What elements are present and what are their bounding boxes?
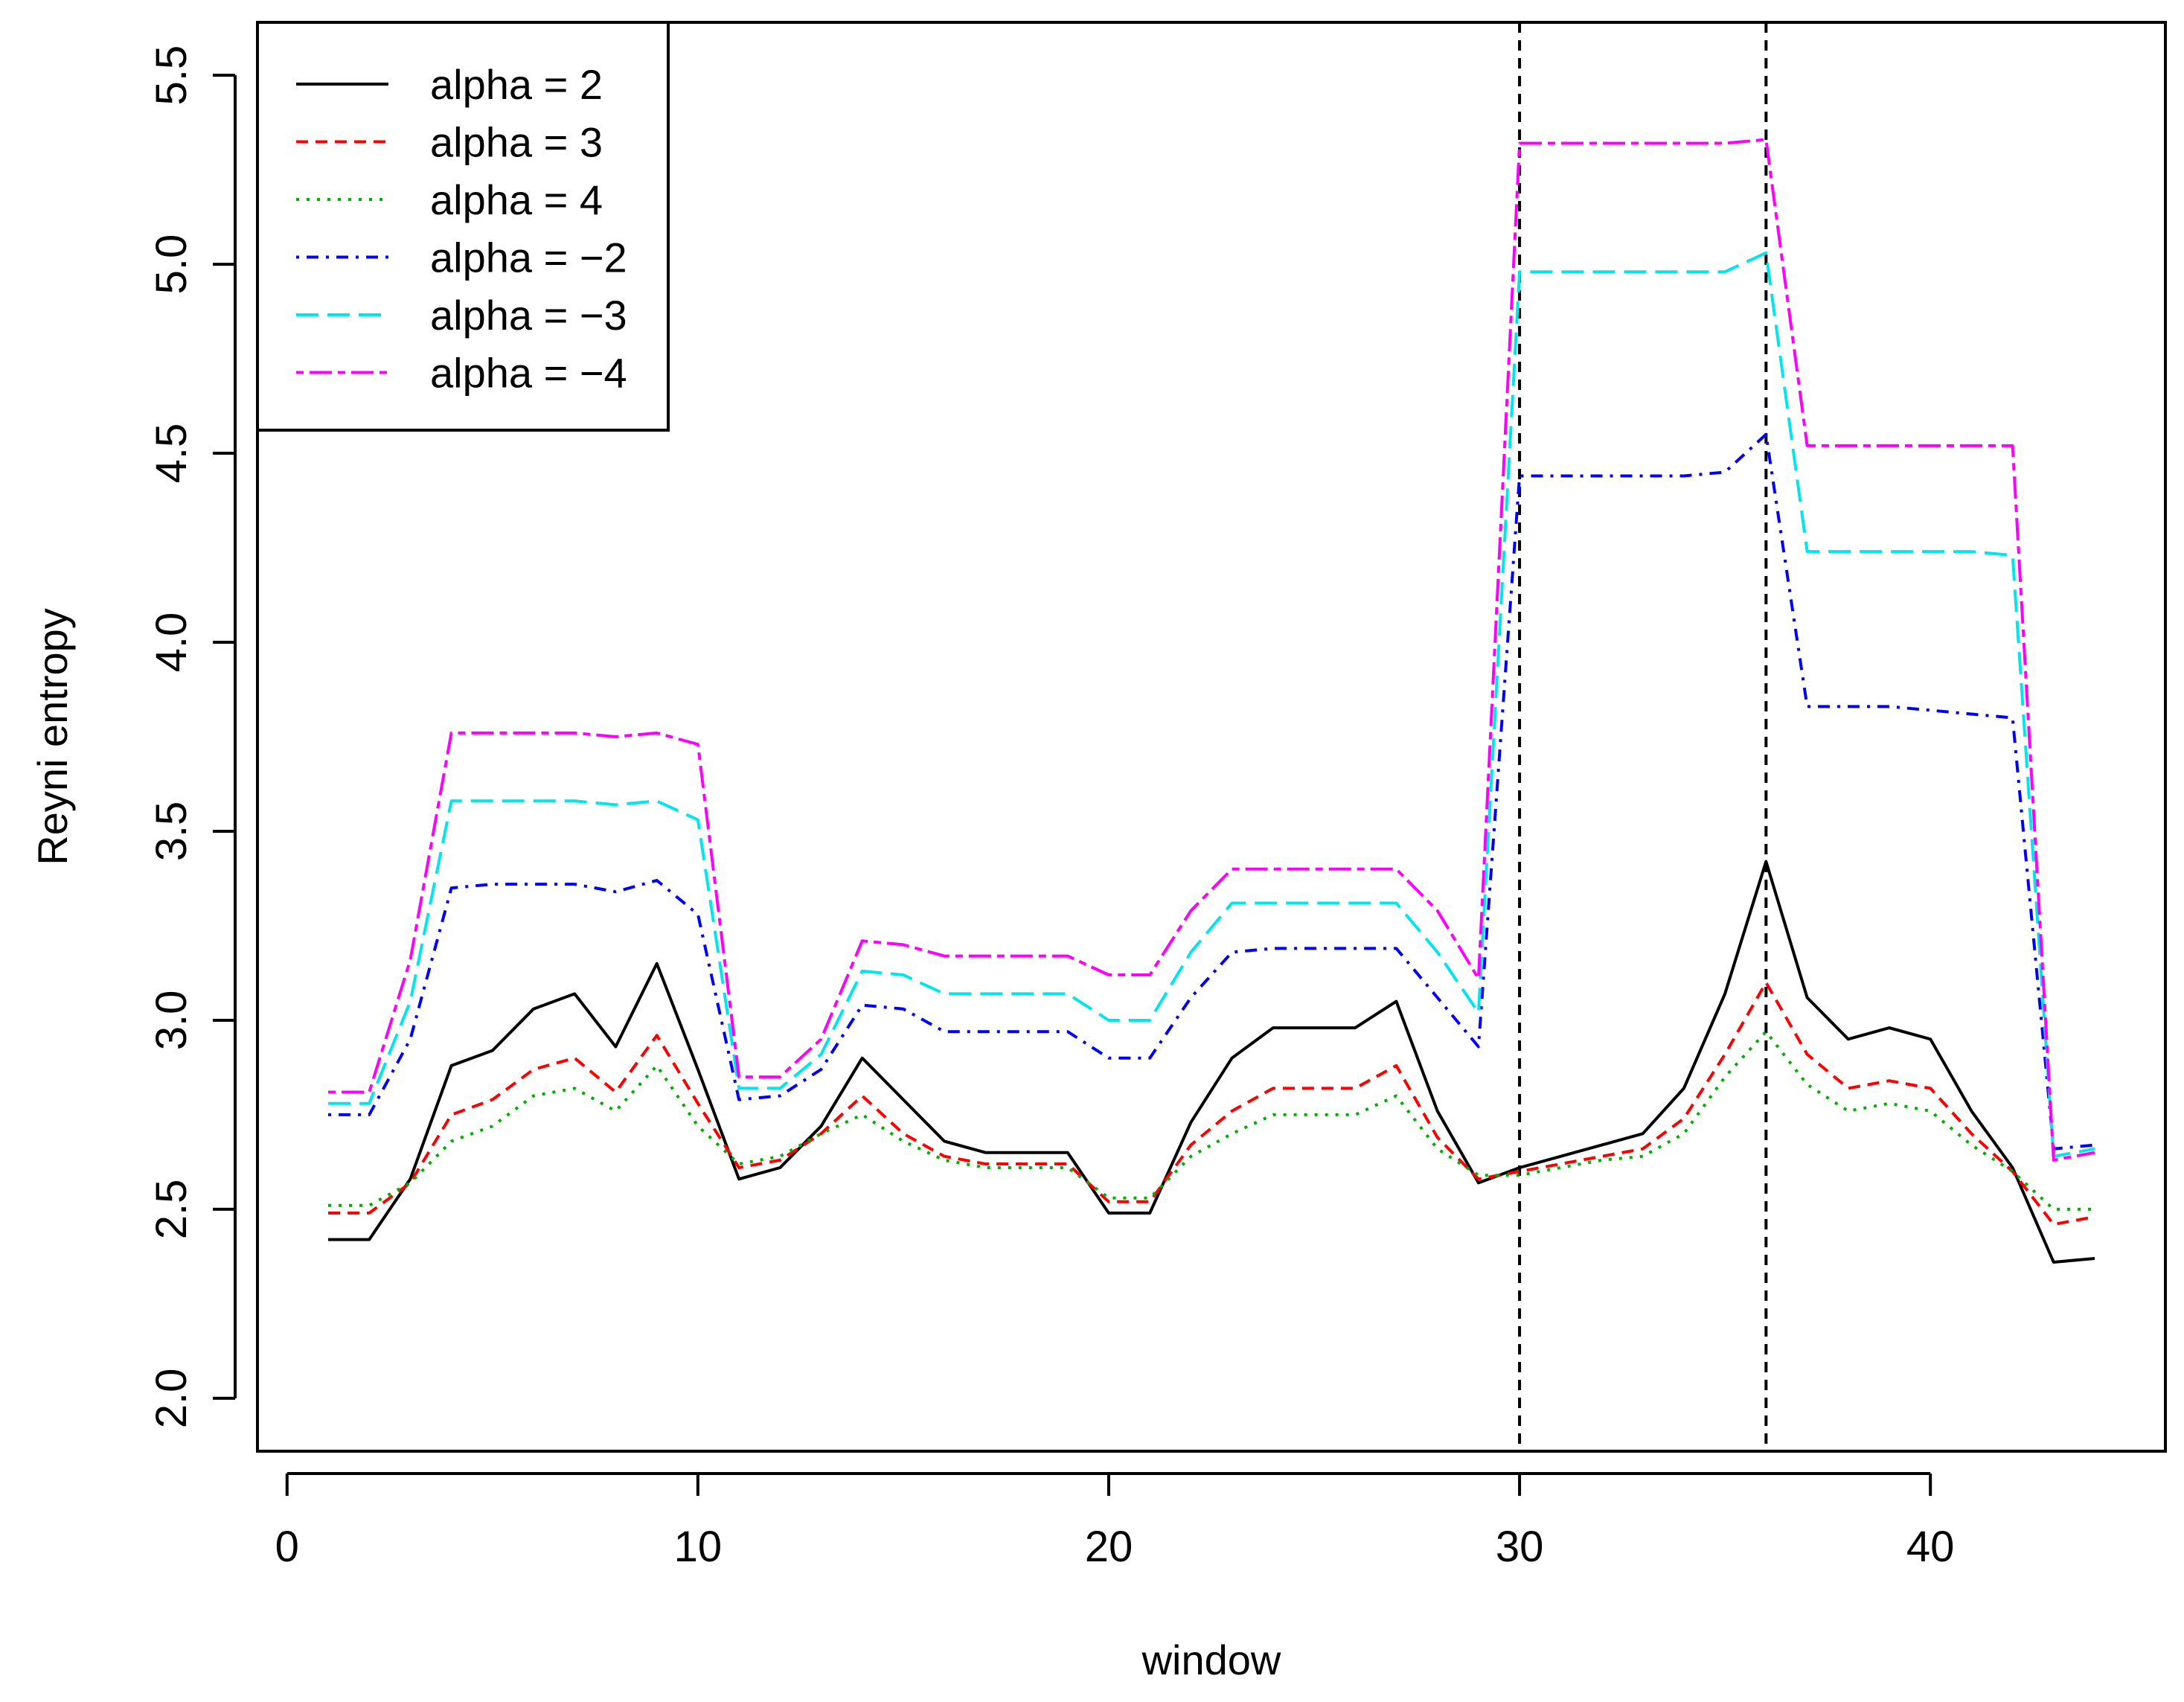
legend: alpha = 2 alpha = 3 alpha = 4 alpha = −2 alp… [256,21,670,432]
series-line-6 [328,138,2095,1162]
legend-label-3: alpha = 4 [430,176,603,223]
x-tick-label: 40 [1906,1523,1955,1571]
legend-box [256,21,670,432]
x-tick-label: 30 [1496,1523,1544,1571]
legend-label-4: alpha = −2 [430,234,627,281]
x-tick-label: 0 [275,1523,299,1571]
y-axis-label: Reyni entropy [29,608,76,866]
y-tick-label: 2.5 [147,1180,196,1240]
series-line-5 [328,251,2095,1158]
series-lines [328,138,2095,1264]
legend-label-6: alpha = −4 [430,350,627,397]
y-tick-label: 4.5 [147,423,196,484]
legend-label-1: alpha = 2 [430,61,603,108]
legend-label-5: alpha = −3 [430,292,627,339]
y-tick-label: 2.0 [147,1369,196,1429]
plot-frame [256,21,2167,1453]
series-line-2 [328,981,2095,1226]
series-line-4 [328,432,2095,1151]
y-tick-label: 3.5 [147,802,196,862]
y-tick-label: 5.0 [147,234,196,295]
x-tick-label: 20 [1085,1523,1133,1571]
series-line-1 [328,860,2095,1264]
y-tick-label: 4.0 [147,612,196,673]
y-tick-label: 3.0 [147,991,196,1051]
reference-lines [1518,22,1768,1451]
y-tick-label: 5.5 [147,45,196,106]
axes: 0 10 20 30 40 2.0 2.5 3.0 3.5 4.0 4.5 5.0 5.5 [147,45,1954,1571]
x-tick-label: 10 [674,1523,723,1571]
x-axis-label: window [1141,1637,1281,1683]
legend-label-2: alpha = 3 [430,119,603,166]
